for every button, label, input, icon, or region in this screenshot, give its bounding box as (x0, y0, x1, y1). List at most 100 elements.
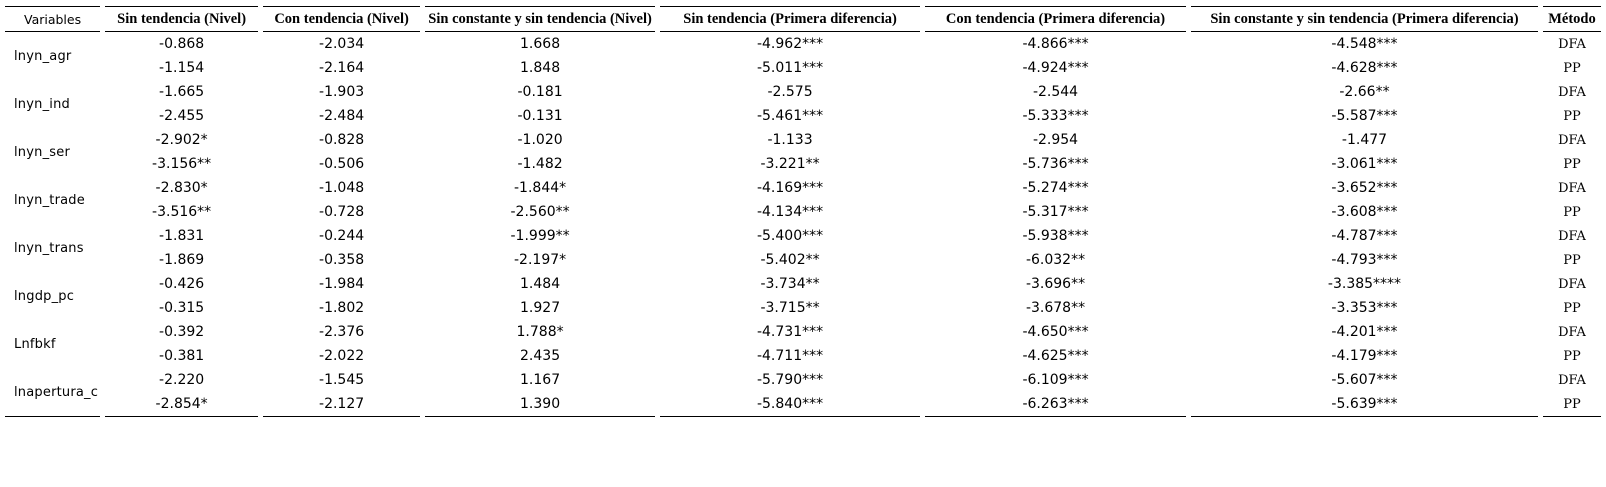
table-row: -1.869 -0.358 -2.197* -5.402** -6.032** -4.79… (5, 248, 1601, 272)
table-row: -1.154 -2.164 1.848 -5.011*** -4.924*** -4.62… (5, 56, 1601, 80)
value-cell: -3.696** (1025, 276, 1086, 292)
column-header: Con tendencia (Nivel) (263, 6, 421, 32)
value-cell: -0.381 (159, 348, 205, 364)
method-cell: PP (1542, 392, 1601, 417)
table-row: lnyn_trans -1.831 -0.244 -1.999** -5.400*** -… (5, 224, 1601, 256)
method-cell: PP (1563, 156, 1581, 172)
value-cell: 2.435 (520, 348, 561, 364)
table-row: lnyn_ser -2.902* -0.828 -1.020 -1.133 -2.954 -… (5, 128, 1601, 160)
variable-name: lnapertura_c (5, 368, 101, 417)
header-row: Variables Sin tendencia (Nivel) Con tenden… (5, 6, 1601, 32)
value-cell: -3.608*** (1331, 204, 1398, 220)
value-cell: -4.134*** (756, 204, 824, 220)
value-cell: -1.903 (319, 84, 365, 100)
value-cell: -2.220 (159, 372, 205, 388)
value-cell: -0.358 (319, 252, 365, 268)
value-cell: 1.167 (520, 372, 561, 388)
value-cell: -4.962*** (756, 36, 824, 52)
method-cell: DFA (1558, 180, 1586, 196)
column-header: Método (1542, 6, 1601, 32)
value-cell: -3.734** (760, 276, 820, 292)
value-cell: -4.201*** (1331, 324, 1398, 340)
value-cell: -2.034 (319, 36, 365, 52)
variable-name: Lnfbkf (14, 336, 56, 352)
unit-root-test-table: Variables Sin tendencia (Nivel) Con tenden… (0, 6, 1606, 417)
value-cell: -5.461*** (756, 108, 824, 124)
method-cell: PP (1563, 348, 1581, 364)
column-header: Sin tendencia (Nivel) (105, 6, 259, 32)
value-cell: 1.848 (520, 60, 561, 76)
value-cell: -2.902* (155, 132, 208, 148)
value-cell: -4.793*** (1331, 252, 1398, 268)
method-cell: DFA (1558, 228, 1586, 244)
value-cell: -5.938*** (1022, 228, 1089, 244)
value-cell: -3.385**** (1327, 276, 1402, 292)
value-cell: -1.048 (319, 180, 365, 196)
value-cell: -4.924*** (1022, 60, 1089, 76)
value-cell: 1.484 (520, 276, 561, 292)
value-cell: -2.164 (319, 60, 365, 76)
value-cell: -5.790*** (756, 372, 824, 388)
value-cell: -5.639*** (1191, 392, 1538, 417)
table-row: lnyn_ind -1.665 -1.903 -0.181 -2.575 -2.544 -2… (5, 80, 1601, 112)
value-cell: -1.482 (517, 156, 563, 172)
value-cell: -0.868 (159, 36, 205, 52)
table-row: lnyn_trade -2.830* -1.048 -1.844* -4.169*** -… (5, 176, 1601, 208)
value-cell: -2.022 (319, 348, 365, 364)
value-cell: -3.156** (152, 156, 212, 172)
value-cell: -0.426 (159, 276, 205, 292)
value-cell: -0.506 (319, 156, 365, 172)
value-cell: 1.390 (425, 392, 656, 417)
table-row: -2.854* -2.127 1.390 -5.840*** -6.263*** -5.6… (5, 392, 1601, 417)
variable-name: lnyn_ser (14, 144, 70, 160)
variable-name: lngdp_pc (14, 288, 75, 304)
method-cell: PP (1563, 108, 1581, 124)
table-row: lnyn_agr -0.868 -2.034 1.668 -4.962*** -4.866… (5, 32, 1601, 64)
table-row: -3.516** -0.728 -2.560** -4.134*** -5.317***… (5, 200, 1601, 224)
value-cell: -3.678** (1025, 300, 1086, 316)
method-cell: DFA (1558, 276, 1586, 292)
value-cell: -1.665 (159, 84, 205, 100)
value-cell: -1.844* (514, 180, 567, 196)
value-cell: -0.131 (517, 108, 563, 124)
value-cell: -3.652*** (1331, 180, 1398, 196)
value-cell: 1.668 (520, 36, 561, 52)
value-cell: -4.628*** (1331, 60, 1398, 76)
variable-name: lnyn_trans (14, 240, 84, 256)
value-cell: -1.831 (159, 228, 205, 244)
value-cell: -0.728 (319, 204, 365, 220)
value-cell: -3.353*** (1331, 300, 1398, 316)
value-cell: -4.866*** (1022, 36, 1089, 52)
table-row: -0.315 -1.802 1.927 -3.715** -3.678** -3.353*… (5, 296, 1601, 320)
method-cell: DFA (1558, 372, 1586, 388)
variable-name: lnyn_ind (14, 96, 70, 112)
column-header: Sin constante y sin tendencia (Primera d… (1191, 6, 1538, 32)
table-row: -3.156** -0.506 -1.482 -3.221** -5.736*** -3.… (5, 152, 1601, 176)
value-cell: -5.607*** (1331, 372, 1398, 388)
value-cell: -4.711*** (756, 348, 824, 364)
method-cell: DFA (1558, 36, 1586, 52)
value-cell: -2.197* (514, 252, 567, 268)
value-cell: -3.221** (760, 156, 820, 172)
method-cell: PP (1563, 204, 1581, 220)
value-cell: -6.032** (1025, 252, 1086, 268)
table-row: -0.381 -2.022 2.435 -4.711*** -4.625*** -4.17… (5, 344, 1601, 368)
table-body: lnyn_agr -0.868 -2.034 1.668 -4.962*** -4.866… (5, 32, 1601, 417)
value-cell: -5.400*** (756, 228, 824, 244)
value-cell: -1.545 (319, 372, 365, 388)
value-cell: -2.544 (1032, 84, 1079, 100)
value-cell: -0.392 (159, 324, 205, 340)
method-cell: DFA (1558, 132, 1586, 148)
value-cell: -1.802 (319, 300, 365, 316)
value-cell: -2.127 (263, 392, 421, 417)
value-cell: -1.020 (517, 132, 563, 148)
value-cell: -5.317*** (1022, 204, 1089, 220)
value-cell: -5.011*** (756, 60, 824, 76)
value-cell: -5.402** (760, 252, 820, 268)
value-cell: -2.484 (319, 108, 365, 124)
value-cell: -1.133 (767, 132, 813, 148)
method-cell: PP (1563, 60, 1581, 76)
column-header: Sin constante y sin tendencia (Nivel) (425, 6, 656, 32)
value-cell: -6.109*** (1022, 372, 1089, 388)
value-cell: -6.263*** (925, 392, 1186, 417)
